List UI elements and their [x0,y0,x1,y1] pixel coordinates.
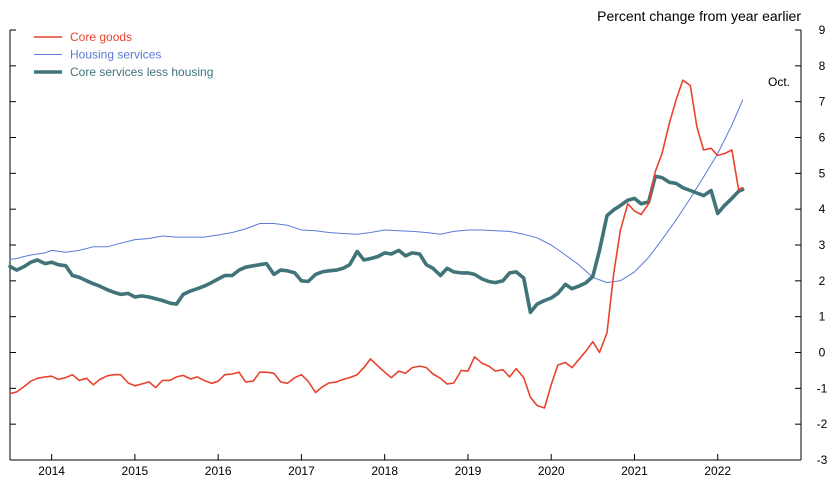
legend: Core goods Housing services Core services … [34,30,213,79]
y-tick-label: 9 [819,23,826,37]
series-line-housing-services [9,99,744,284]
x-tick-label: 2017 [288,464,315,478]
plot-frame [9,30,802,461]
y-tick-label: 5 [819,166,826,180]
y-tick-label: 2 [819,274,826,288]
y-tick-label: 6 [819,131,826,145]
y-tick-label: -2 [817,417,828,431]
y-tick-label: 7 [819,95,826,109]
y-tick-label: 8 [819,59,826,73]
y-tick-label: -3 [817,453,828,467]
series-line-core-services-less-housing [8,174,745,315]
y-tick-label: 0 [819,346,826,360]
units-label: Percent change from year earlier [597,8,801,24]
series-layer [8,79,745,409]
y-tick-label: 4 [819,202,826,216]
legend-label-core-goods: Core goods [70,30,132,44]
x-axis: 2014 2015 2016 2017 2018 2019 2020 2021 2022 [38,454,731,478]
left-axis-ticks [10,29,16,461]
x-tick-label: 2022 [704,464,731,478]
oct-annotation: Oct. [768,75,790,89]
x-tick-label: 2019 [455,464,482,478]
x-tick-label: 2014 [38,464,65,478]
y-tick-label: -1 [817,381,828,395]
series-line-core-goods [9,79,744,409]
y-tick-label: 1 [819,310,826,324]
legend-label-core-services-less-housing: Core services less housing [70,65,213,79]
x-tick-label: 2021 [621,464,648,478]
y-tick-label: 3 [819,238,826,252]
x-tick-label: 2020 [538,464,565,478]
right-axis: 9 8 7 6 5 4 3 2 1 0 -1 -2 -3 [795,23,828,467]
legend-label-housing-services: Housing services [70,48,161,62]
x-tick-label: 2015 [122,464,149,478]
x-tick-label: 2016 [205,464,232,478]
x-tick-label: 2018 [371,464,398,478]
